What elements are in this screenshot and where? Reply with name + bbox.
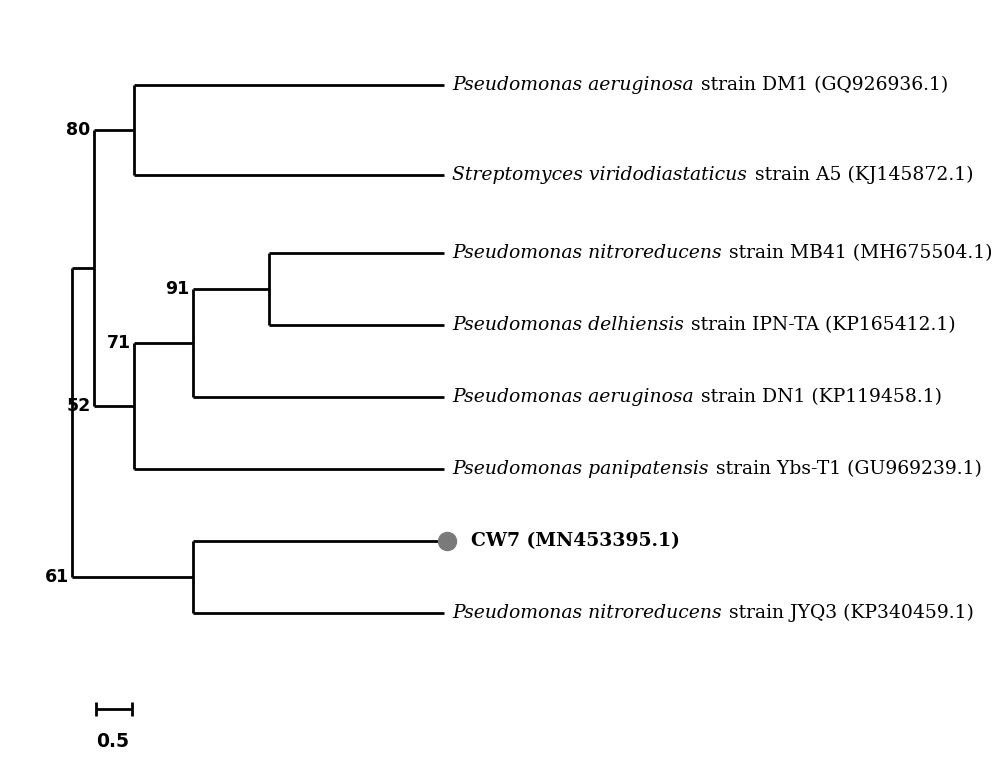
Text: strain A5 (KJ145872.1): strain A5 (KJ145872.1) (749, 166, 973, 184)
Text: strain Ybs-T1 (GU969239.1): strain Ybs-T1 (GU969239.1) (710, 460, 982, 478)
Text: strain MB41 (MH675504.1): strain MB41 (MH675504.1) (723, 244, 993, 262)
Text: CW7 (MN453395.1): CW7 (MN453395.1) (471, 532, 680, 550)
Text: Pseudomonas nitroreducens: Pseudomonas nitroreducens (452, 244, 722, 262)
Text: 0.5: 0.5 (96, 732, 129, 751)
Text: 71: 71 (107, 334, 131, 352)
Text: Pseudomonas panipatensis: Pseudomonas panipatensis (452, 460, 709, 478)
Text: Pseudomonas aeruginosa: Pseudomonas aeruginosa (452, 76, 694, 94)
Text: strain DN1 (KP119458.1): strain DN1 (KP119458.1) (695, 388, 942, 406)
Text: Pseudomonas nitroreducens: Pseudomonas nitroreducens (452, 604, 722, 622)
Text: Pseudomonas delhiensis: Pseudomonas delhiensis (452, 316, 684, 334)
Text: 61: 61 (45, 568, 69, 586)
Text: strain JYQ3 (KP340459.1): strain JYQ3 (KP340459.1) (723, 604, 974, 622)
Text: Streptomyces viridodiastaticus: Streptomyces viridodiastaticus (452, 166, 747, 184)
Text: 91: 91 (165, 280, 189, 298)
Text: strain IPN-TA (KP165412.1): strain IPN-TA (KP165412.1) (685, 316, 956, 334)
Text: 80: 80 (66, 121, 91, 139)
Text: strain DM1 (GQ926936.1): strain DM1 (GQ926936.1) (695, 76, 948, 94)
Text: Pseudomonas aeruginosa: Pseudomonas aeruginosa (452, 388, 694, 406)
Text: 52: 52 (66, 397, 91, 415)
